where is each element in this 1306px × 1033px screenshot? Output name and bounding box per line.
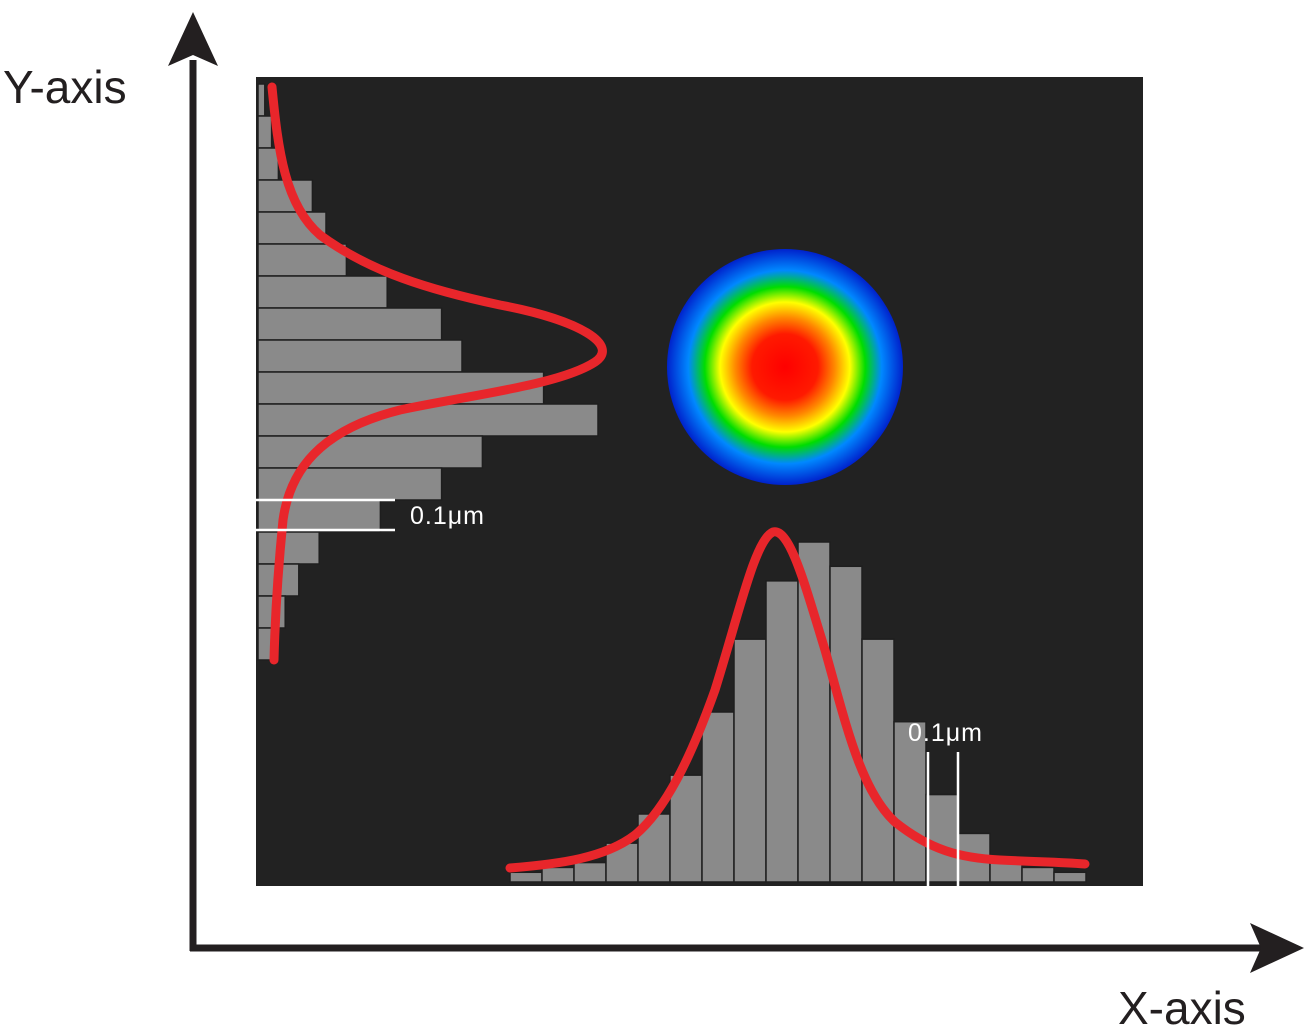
x-axis-label: X-axis xyxy=(1118,982,1246,1033)
x-histogram-bar xyxy=(541,866,575,883)
y-axis-arrow xyxy=(168,12,218,66)
y-histogram-bar xyxy=(257,531,320,565)
x-histogram-bar xyxy=(669,774,703,883)
y-histogram-bar xyxy=(257,499,382,533)
y-profile-fit-curve xyxy=(267,82,607,665)
x-histogram-bar xyxy=(701,711,735,883)
x-histogram-bar xyxy=(765,580,799,883)
scale-bar-bottom-label: 0.1μm xyxy=(908,719,983,747)
x-histogram-bar xyxy=(1021,866,1055,883)
scale-bar-left-label: 0.1μm xyxy=(410,502,485,530)
x-histogram-bar xyxy=(797,541,831,883)
y-histogram-bar xyxy=(257,115,273,149)
y-histogram-bar xyxy=(257,275,388,309)
x-histogram-bar xyxy=(893,720,927,883)
y-histogram-bar xyxy=(257,307,443,341)
x-profile-fit-curve xyxy=(505,527,1090,873)
y-histogram-bar xyxy=(257,243,348,277)
x-histogram-bar xyxy=(733,638,767,883)
y-histogram-bar xyxy=(257,147,280,181)
y-histogram-bar xyxy=(257,435,484,469)
x-histogram-bar xyxy=(925,793,959,883)
beam-spot xyxy=(667,249,903,485)
x-histogram-bar xyxy=(573,861,607,883)
x-histogram-bar xyxy=(1053,871,1087,883)
y-axis-label: Y-axis xyxy=(3,61,127,113)
x-histogram-bar xyxy=(861,638,895,883)
y-histogram-bar xyxy=(257,627,273,661)
y-histogram-bar xyxy=(257,339,463,373)
x-histogram-bar xyxy=(509,871,543,883)
y-histogram-bar xyxy=(257,83,266,117)
x-axis-arrow xyxy=(1250,923,1304,973)
